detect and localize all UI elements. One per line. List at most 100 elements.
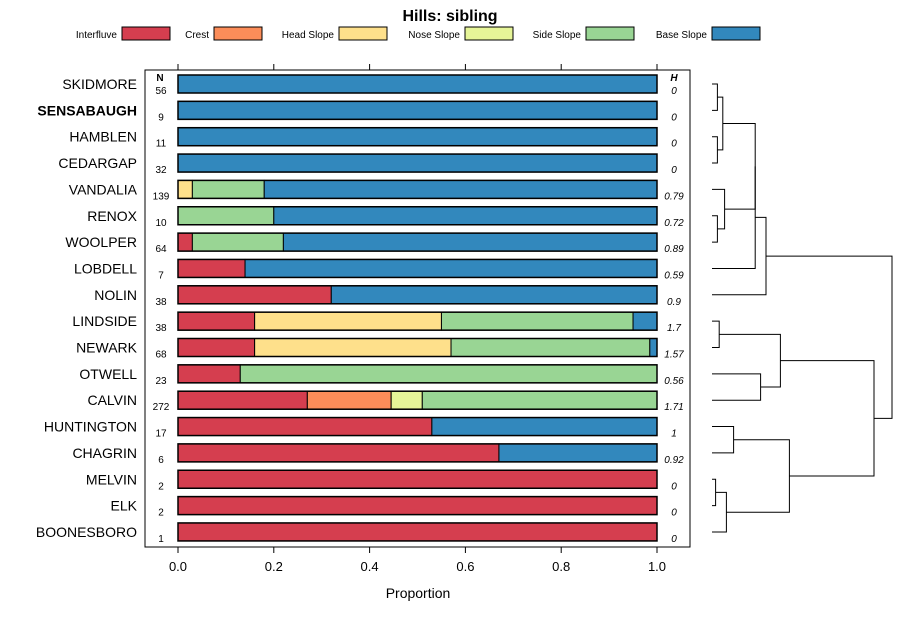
row-label: NEWARK <box>76 340 138 356</box>
bar-outline <box>177 206 658 226</box>
dendrogram-branch <box>712 215 718 243</box>
bar-outline <box>177 495 658 516</box>
legend-swatch <box>464 26 514 41</box>
legend-label: Base Slope <box>656 30 708 41</box>
bar-segment <box>177 390 308 410</box>
legend-label: Interfluve <box>76 30 118 41</box>
n-value: 11 <box>156 139 167 150</box>
bar-segment <box>177 311 256 331</box>
bar-segment <box>177 417 433 437</box>
n-value: 6 <box>158 455 164 466</box>
legend-label: Crest <box>185 30 209 41</box>
bar-segment <box>177 285 332 305</box>
legend-swatch <box>711 26 761 41</box>
n-value: 1 <box>158 534 164 545</box>
bar-segment <box>431 417 658 437</box>
x-tick-label: 1.0 <box>648 559 666 574</box>
x-axis-label: Proportion <box>386 585 451 601</box>
bar-segment <box>177 74 658 94</box>
x-tick-label: 0.2 <box>265 559 283 574</box>
dendrogram-branch <box>717 96 724 151</box>
bar-segment <box>450 338 651 357</box>
legend-label: Side Slope <box>533 30 582 41</box>
row-label: CALVIN <box>87 392 137 408</box>
row-label: OTWELL <box>79 366 137 382</box>
dendrogram-branch <box>712 373 762 401</box>
row-label: LINDSIDE <box>72 313 137 329</box>
h-value: 1.57 <box>664 350 684 361</box>
x-tick-label: 0.0 <box>169 559 187 574</box>
dendrogram-branch <box>712 426 735 454</box>
x-tick-label: 0.6 <box>456 559 474 574</box>
n-value: 32 <box>155 165 167 176</box>
bar-segment <box>263 179 658 199</box>
legend-swatch <box>213 26 263 41</box>
bar-segment <box>177 100 658 120</box>
bar-outline <box>177 258 658 279</box>
bar-segment <box>177 258 246 278</box>
bar-segment <box>177 206 275 226</box>
row-label: RENOX <box>87 208 137 224</box>
n-value: 272 <box>153 402 170 413</box>
legend-label: Nose Slope <box>408 30 460 41</box>
bar-segment <box>177 127 658 147</box>
h-column-header: H <box>670 73 678 84</box>
row-label: ELK <box>111 498 138 514</box>
h-value: 0.59 <box>664 270 684 281</box>
n-value: 2 <box>158 481 164 492</box>
bar-segment <box>177 496 658 516</box>
bar-outline <box>177 153 658 173</box>
bar-segment <box>254 311 442 331</box>
bar-segment <box>632 311 658 331</box>
bar-segment <box>177 443 500 463</box>
h-value: 1 <box>671 429 677 440</box>
h-value: 0.56 <box>664 376 684 387</box>
bar-segment <box>177 469 658 489</box>
chart-title: Hills: sibling <box>402 8 497 25</box>
h-value: 1.7 <box>667 323 681 334</box>
x-axis: 0.0 0.2 0.4 0.6 0.8 1.0 <box>169 64 666 574</box>
n-column-header: N <box>156 73 163 84</box>
legend-swatch <box>338 26 388 41</box>
bar-segment <box>191 232 284 252</box>
bar-segment <box>177 522 658 542</box>
legend-swatch <box>585 26 635 41</box>
x-tick-label: 0.4 <box>361 559 379 574</box>
bar-outline <box>177 100 658 121</box>
n-value: 139 <box>153 191 170 202</box>
row-label: CHAGRIN <box>72 445 137 461</box>
bar-segment <box>239 364 658 384</box>
n-value: 64 <box>155 244 167 255</box>
h-value: 0.79 <box>664 191 684 202</box>
row-label: NOLIN <box>94 287 137 303</box>
row-label: BOONESBORO <box>36 524 137 540</box>
n-value: 23 <box>155 376 167 387</box>
bar-segment <box>254 338 452 357</box>
bar-segment <box>330 285 658 305</box>
bar-segment <box>306 390 392 410</box>
bar-segment <box>191 179 265 199</box>
h-value: 0 <box>671 481 677 492</box>
legend-swatch <box>121 26 171 41</box>
bar-outline <box>177 469 658 489</box>
bar-outline <box>177 443 658 463</box>
dendrogram-branch <box>719 333 781 388</box>
bar-outline <box>177 179 658 200</box>
legend: Interfluve Crest Head Slope Nose Slope Side … <box>76 26 761 41</box>
row-label: LOBDELL <box>74 260 137 276</box>
h-value: 0 <box>671 508 677 519</box>
bar-segment <box>177 179 193 199</box>
row-label: HAMBLEN <box>69 129 137 145</box>
bar-segment <box>177 232 193 252</box>
bar-segment <box>244 258 658 278</box>
dendrogram-branch <box>712 491 727 533</box>
dendrogram-branch <box>712 320 720 348</box>
row-label: WOOLPER <box>65 234 137 250</box>
row-label: CEDARGAP <box>58 155 137 171</box>
bar-segment <box>177 364 241 384</box>
dendrogram-branch <box>712 478 717 507</box>
dendrogram-branch <box>712 136 718 164</box>
n-value: 38 <box>155 297 167 308</box>
row-label: SKIDMORE <box>62 76 137 92</box>
